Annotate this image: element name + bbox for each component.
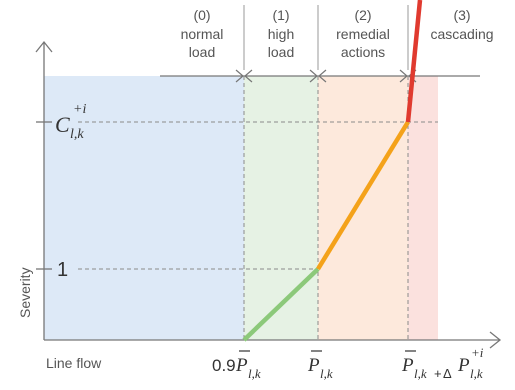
y-axis-label: Severity	[17, 267, 33, 318]
region-separators	[243, 5, 409, 70]
svg-text:cascading: cascading	[430, 26, 493, 42]
svg-text:+i: +i	[471, 345, 484, 360]
svg-text:normal: normal	[181, 26, 224, 42]
svg-text:l,k: l,k	[70, 127, 84, 142]
svg-text:P: P	[307, 355, 320, 376]
region-remedial-actions-fill	[318, 76, 408, 340]
y-axis-arrow	[35, 40, 53, 53]
svg-text:0.9: 0.9	[212, 356, 236, 375]
svg-text:load: load	[189, 44, 215, 60]
svg-text:(0): (0)	[193, 7, 210, 23]
svg-text:l,k: l,k	[470, 366, 483, 381]
svg-text:P: P	[401, 355, 414, 376]
x-tick-label-p: P l,k	[307, 350, 333, 381]
svg-text:+: +	[434, 366, 442, 381]
x-tick-label-09p: 0.9 P l,k	[212, 350, 261, 381]
severity-curve	[242, 0, 423, 342]
region-label-high-load: (1) high load	[268, 7, 294, 60]
svg-text:l,k: l,k	[248, 366, 261, 381]
svg-text:P: P	[235, 355, 248, 376]
svg-text:P: P	[457, 355, 470, 376]
svg-text:l,k: l,k	[414, 366, 427, 381]
curve-segment-high-load	[242, 267, 320, 342]
svg-text:remedial: remedial	[336, 26, 390, 42]
svg-text:high: high	[268, 26, 294, 42]
svg-text:load: load	[268, 44, 294, 60]
svg-text:(1): (1)	[272, 7, 289, 23]
svg-text:Δ: Δ	[443, 366, 452, 381]
x-axis-arrow	[489, 331, 502, 349]
y-tick-label-one: 1	[57, 259, 68, 281]
x-tick-label-p-plus-delta: P l,k + Δ P +i l,k	[401, 345, 484, 381]
svg-text:(3): (3)	[453, 7, 470, 23]
region-label-normal-load: (0) normal load	[181, 7, 224, 60]
curve-segment-remedial-actions	[316, 120, 410, 271]
svg-text:C: C	[55, 112, 70, 137]
svg-text:(2): (2)	[354, 7, 371, 23]
svg-text:actions: actions	[341, 44, 385, 60]
region-label-cascading: (3) cascading	[430, 7, 493, 42]
region-normal-load-fill	[44, 76, 244, 340]
x-axis-label: Line flow	[46, 355, 102, 371]
svg-text:l,k: l,k	[320, 366, 333, 381]
y-tick-label-c: C +i l,k	[55, 102, 86, 142]
svg-text:+i: +i	[73, 102, 86, 117]
region-cascading-fill	[408, 76, 438, 340]
axes	[35, 40, 502, 349]
region-label-remedial-actions: (2) remedial actions	[336, 7, 390, 60]
curve-segment-cascading	[405, 0, 423, 123]
region-high-load-fill	[244, 76, 318, 340]
